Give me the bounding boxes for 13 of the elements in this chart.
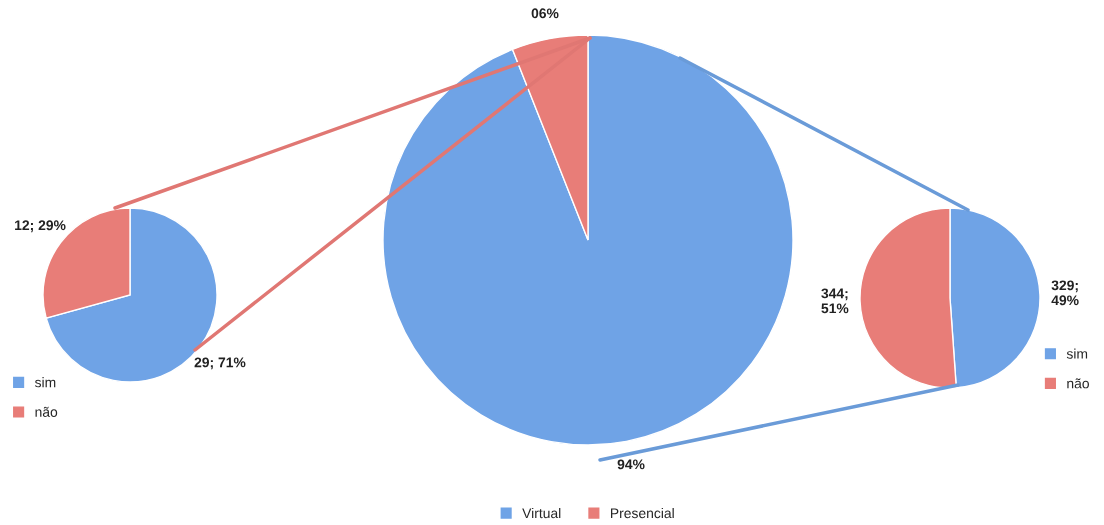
legend-label: sim [34, 377, 56, 388]
legend-label: Virtual [522, 507, 561, 519]
legend-label: não [1067, 378, 1089, 389]
pie-slice [382, 34, 794, 446]
legend-label: sim [1066, 348, 1088, 359]
data-label: 29; 71% [194, 357, 246, 370]
data-label: 94% [617, 459, 645, 470]
data-label: 329; 49% [1051, 280, 1079, 306]
legend-label: não [35, 406, 58, 417]
legend-label: Presencial [611, 507, 674, 519]
data-label: 344; 51% [821, 288, 849, 314]
data-label: 06% [531, 8, 559, 19]
data-label: 12; 29% [15, 220, 66, 233]
